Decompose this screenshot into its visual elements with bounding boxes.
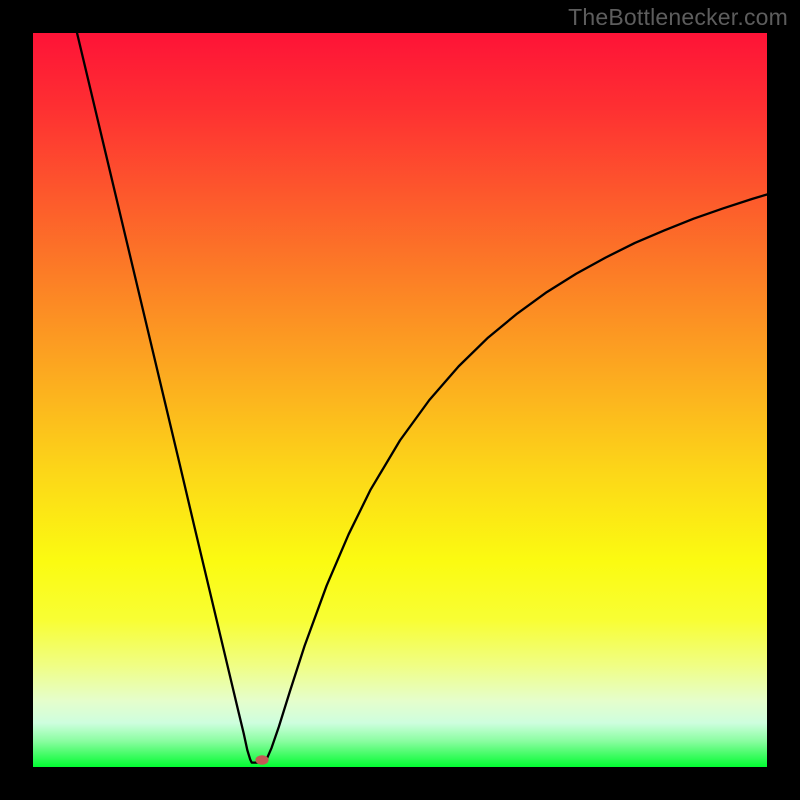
watermark-text: TheBottlenecker.com <box>568 4 788 31</box>
bottleneck-chart <box>0 0 800 800</box>
optimal-point-marker <box>255 755 268 765</box>
plot-background <box>33 33 767 767</box>
